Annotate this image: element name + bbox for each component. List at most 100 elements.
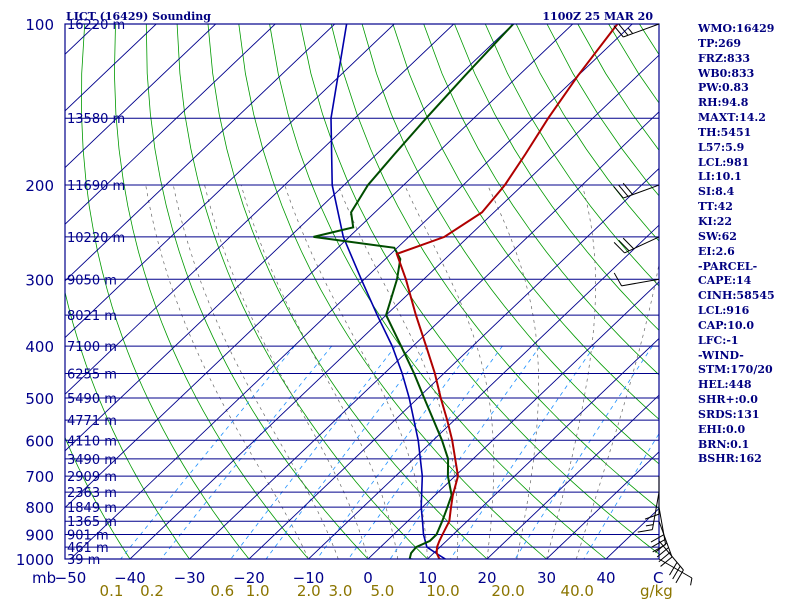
sounding-index-item: RH:94.8 [698, 96, 749, 110]
sounding-index-item: HEL:448 [698, 378, 752, 392]
moist-adiabat-line [337, 184, 459, 559]
mixing-ratio-line [120, 345, 295, 559]
sounding-index-item: SW:62 [698, 229, 737, 243]
sounding-index-item: BRN:0.1 [698, 437, 750, 451]
dry-adiabat-line [238, 24, 548, 559]
mixing-ratio-line [347, 345, 503, 559]
pressure-tick-label: 1000 [16, 551, 54, 569]
mixing-ratio-tick-label: 40.0 [561, 582, 594, 600]
sounding-time: 1100Z 25 MAR 20 [542, 10, 653, 23]
mixing-ratio-tick-label: 0.6 [210, 582, 234, 600]
pressure-tick-label: 800 [25, 499, 54, 517]
height-label: 8021 m [67, 309, 117, 324]
sounding-index-item: LFC:-1 [698, 333, 739, 347]
temperature-unit-label: C [653, 569, 663, 587]
station-title: LICT (16429) Sounding [66, 10, 211, 23]
sounding-index-item: SRDS:131 [698, 407, 760, 421]
mixing-ratio-tick-label: 10.0 [426, 582, 459, 600]
temperature-tick-label: 30 [537, 569, 556, 587]
temperature-trace [395, 24, 619, 559]
mixing-ratio-tick-label: 20.0 [491, 582, 524, 600]
moist-adiabat-line [487, 184, 539, 559]
mixing-ratio-tick-label: 0.1 [100, 582, 124, 600]
wind-barb [613, 272, 660, 287]
dry-adiabat-line [330, 24, 659, 510]
sounding-index-item: CINH:58545 [698, 289, 775, 303]
sounding-index-item: PW:0.83 [698, 81, 749, 95]
temperature-tick-label: −30 [174, 569, 206, 587]
plot-area [65, 24, 659, 559]
mixing-ratio-line [389, 345, 541, 559]
wind-barb [655, 521, 673, 567]
dry-adiabat-line [392, 24, 659, 420]
sounding-index-item: -WIND- [698, 348, 744, 362]
dry-adiabat-line [423, 24, 659, 376]
dry-adiabat-line [454, 24, 659, 331]
temperature-tick-label: −40 [114, 569, 146, 587]
pressure-tick-label: 300 [25, 271, 54, 289]
isotherm-line [129, 54, 659, 559]
dry-adiabat-line [81, 24, 250, 559]
mixing-ratio-tick-label: 3.0 [329, 582, 353, 600]
dry-adiabat-line [65, 290, 190, 559]
dry-adiabat-line [269, 24, 607, 559]
mixing-ratio-line [265, 345, 429, 559]
isotherm-line [65, 24, 455, 395]
mixing-ratio-tick-label: 1.0 [246, 582, 270, 600]
isotherm-line [486, 394, 659, 559]
sounding-index-item: WMO:16429 [698, 22, 775, 35]
mixing-ratio-line [449, 345, 595, 559]
moist-adiabat-line [145, 185, 309, 559]
sounding-index-item: TP:269 [698, 36, 742, 50]
temperature-tick-label: 10 [418, 569, 437, 587]
pressure-tick-label: 200 [25, 177, 54, 195]
wind-barb [650, 507, 667, 553]
isotherm-line [65, 24, 157, 112]
dewpoint-trace [313, 24, 515, 559]
height-label: 6255 m [67, 367, 117, 382]
dry-adiabat-line [300, 24, 659, 555]
isotherm-line [65, 24, 514, 452]
temperature-tick-label: 40 [596, 569, 615, 587]
moist-adiabat-line [172, 185, 339, 559]
mixing-ratio-line [514, 345, 653, 559]
wind-barb-column [613, 23, 693, 586]
height-label: 5490 m [67, 392, 117, 407]
height-label: 9050 m [67, 273, 117, 288]
temperature-tick-label: −20 [233, 569, 265, 587]
sounding-index-item: WB0:833 [698, 66, 755, 80]
temperature-tick-label: −10 [293, 569, 325, 587]
height-label: 461 m [67, 541, 109, 556]
sounding-index-item: MAXT:14.2 [698, 111, 766, 125]
wind-barb [637, 492, 660, 533]
pressure-tick-label: 700 [25, 468, 54, 486]
isotherm-line [65, 24, 574, 509]
sounding-index-item: EHI:0.0 [698, 422, 746, 436]
isotherm-line [307, 224, 659, 559]
sounding-index-item: TH:5451 [698, 125, 752, 139]
height-label: 3490 m [67, 453, 117, 468]
pressure-unit-label: mb [32, 569, 56, 587]
sounding-index-item: LCL:981 [698, 155, 750, 169]
parcel-trace [330, 24, 447, 559]
isotherm-line [188, 111, 659, 559]
height-label: 1365 m [67, 515, 117, 530]
height-label: 901 m [67, 529, 109, 544]
moist-adiabat-line [546, 185, 596, 559]
pressure-tick-label: 400 [25, 338, 54, 356]
sounding-index-item: LCL:916 [698, 304, 750, 318]
height-label: 4110 m [67, 434, 117, 449]
wind-barb [644, 476, 660, 520]
temperature-tick-label: 20 [477, 569, 496, 587]
sounding-index-item: SHR+:0.0 [698, 393, 758, 407]
height-label: 11690 m [67, 179, 125, 194]
temperature-tick-label: −50 [55, 569, 87, 587]
height-label: 2909 m [67, 470, 117, 485]
mixing-ratio-line [160, 345, 333, 559]
height-label: 16220 m [67, 18, 125, 33]
height-label: 13580 m [67, 112, 125, 127]
sounding-index-item: L57:5.9 [698, 140, 745, 154]
isotherm-line [65, 24, 217, 169]
isotherm-line [69, 24, 633, 559]
dry-adiabat-line [65, 436, 131, 559]
